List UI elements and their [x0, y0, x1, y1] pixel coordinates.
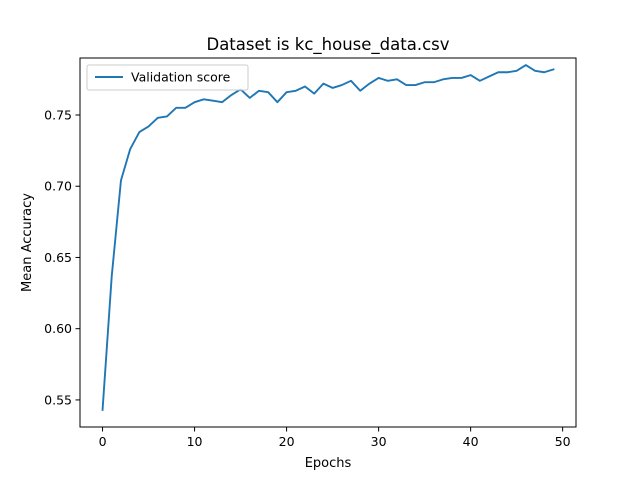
- plot-area: [101, 64, 555, 411]
- series-line-0: [101, 64, 555, 411]
- x-tick-label: 20: [279, 434, 295, 449]
- legend-label: Validation score: [131, 70, 231, 85]
- x-tick-label: 10: [187, 434, 203, 449]
- y-tick-label: 0.75: [44, 107, 72, 122]
- x-axis-ticks: 0 10 20 30 40 50: [99, 427, 571, 449]
- y-axis-ticks: 0.55 0.60 0.65 0.70 0.75: [44, 107, 80, 407]
- y-axis-label: Mean Accuracy: [20, 193, 35, 292]
- y-tick-label: 0.65: [44, 250, 72, 265]
- x-axis-label: Epochs: [305, 456, 352, 471]
- legend: Validation score: [86, 64, 249, 91]
- y-tick-label: 0.60: [44, 321, 72, 336]
- chart-title: Dataset is kc_house_data.csv: [206, 35, 449, 55]
- y-tick-label: 0.55: [44, 392, 72, 407]
- x-tick-label: 40: [463, 434, 479, 449]
- plot-frame: [79, 57, 577, 428]
- x-tick-label: 30: [371, 434, 387, 449]
- x-tick-label: 50: [555, 434, 571, 449]
- legend-box: [86, 64, 249, 91]
- y-tick-label: 0.70: [44, 179, 72, 194]
- x-tick-label: 0: [99, 434, 107, 449]
